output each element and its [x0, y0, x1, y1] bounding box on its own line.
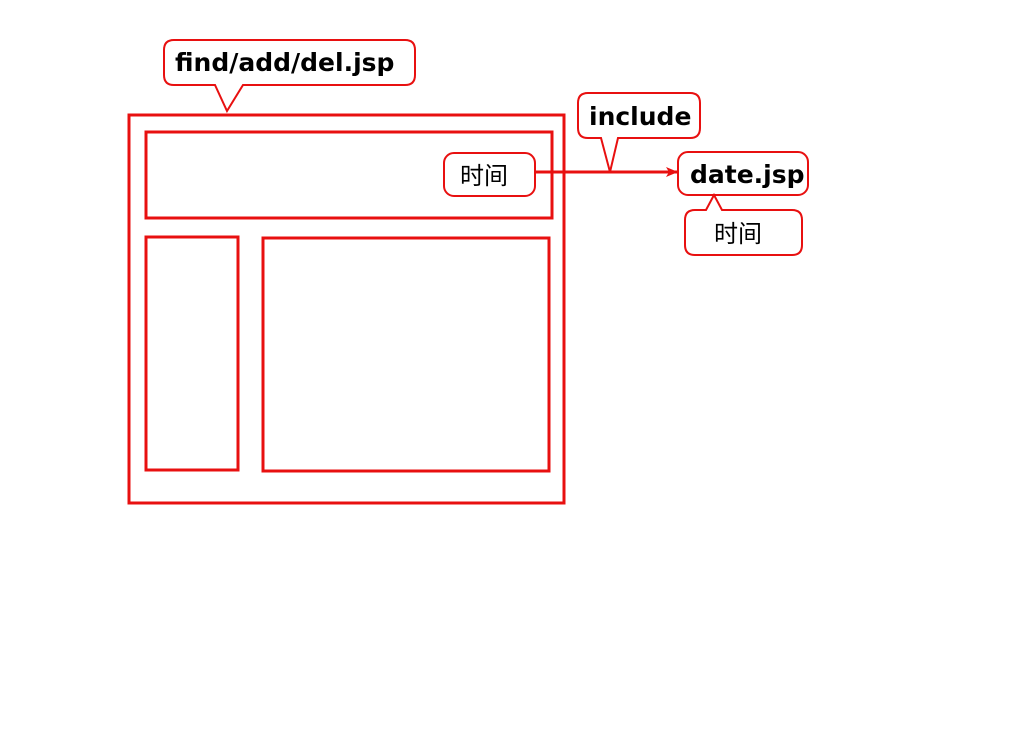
date-jsp-label: date.jsp — [690, 160, 805, 189]
page-callout-bubble — [163, 39, 416, 114]
header-time-bubble — [443, 152, 536, 197]
header-region — [144, 130, 554, 220]
main-content-region — [261, 236, 551, 473]
header-time-label: 时间 — [460, 162, 508, 190]
page-callout-label: find/add/del.jsp — [175, 48, 394, 77]
date-jsp-bubble — [677, 151, 809, 196]
date-note-label: 时间 — [714, 220, 762, 248]
page-layout-frame — [127, 113, 566, 505]
include-callout-bubble — [577, 92, 701, 173]
date-note-bubble — [684, 192, 803, 256]
left-sidebar-region — [144, 235, 240, 472]
include-callout-label: include — [589, 102, 691, 131]
